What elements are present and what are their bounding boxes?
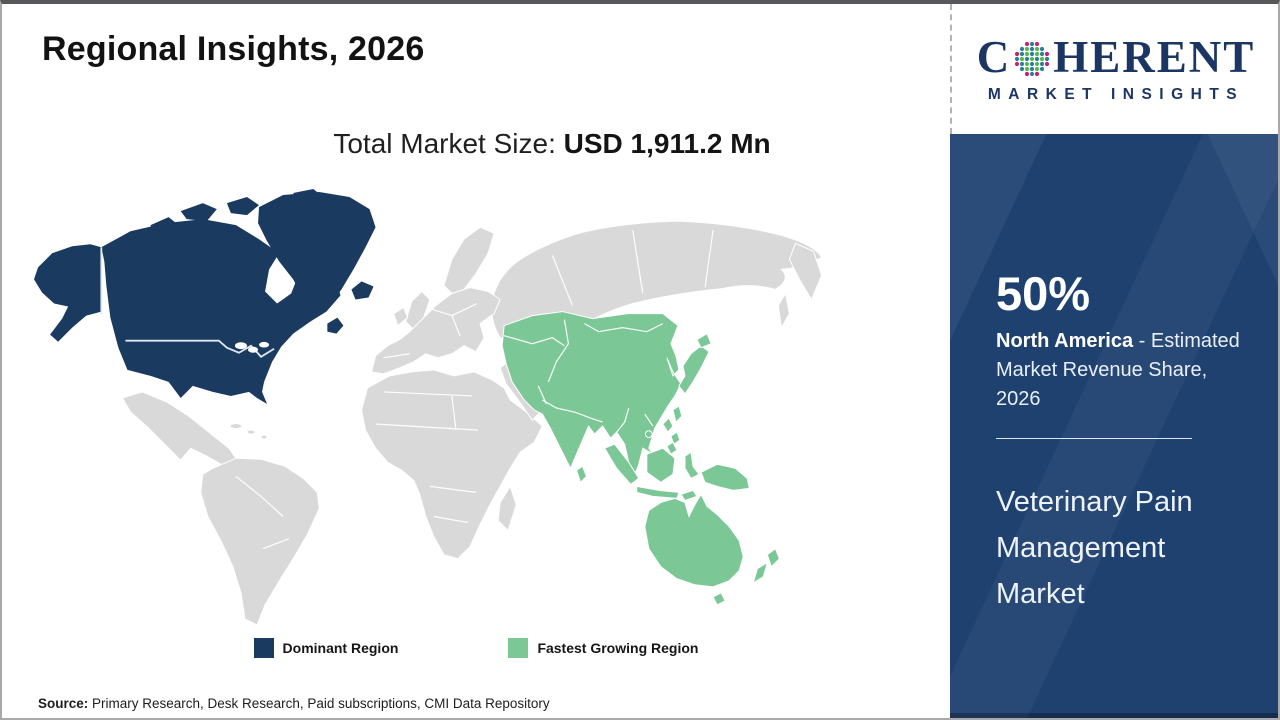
us-canada-border <box>125 339 275 358</box>
philippines-shape <box>662 417 674 433</box>
south-america-shape <box>200 457 320 626</box>
mexico-central-america-shape <box>121 391 240 467</box>
timor-shape <box>680 489 698 502</box>
market-name: Veterinary Pain Management Market <box>996 486 1193 610</box>
legend-item-dominant: Dominant Region <box>253 638 399 658</box>
logo-wordmark: C HERENT <box>976 31 1256 82</box>
map-legend: Dominant Region Fastest Growing Region <box>2 638 950 658</box>
iceland-shape <box>351 281 374 300</box>
dominant-region-swatch <box>253 638 274 658</box>
philippines-shape <box>670 431 681 445</box>
canada-usa-shape <box>101 219 341 404</box>
logo-letter-c: C <box>976 31 1012 82</box>
arctic-island-shape <box>226 197 260 216</box>
dominant-region-label: Dominant Region <box>282 640 399 656</box>
stat-region-desc: - Estimated Market Revenue Share, 2026 <box>996 330 1240 410</box>
java-shape <box>636 485 680 499</box>
fastest-region-label: Fastest Growing Region <box>537 640 699 656</box>
great-lakes <box>234 341 270 353</box>
hokkaido-shape <box>696 332 712 349</box>
philippines-shape <box>666 441 678 455</box>
landmass-other <box>121 220 823 626</box>
region-dominant-north-america <box>34 189 376 404</box>
australia-shape <box>644 493 744 588</box>
ireland-shape <box>393 306 409 327</box>
stat-description: North America - Estimated Market Revenue… <box>996 327 1254 414</box>
main-area: Regional Insights, 2026 Total Market Siz… <box>2 4 950 718</box>
victoria-island-shape <box>180 203 217 222</box>
arctic-island-shape <box>150 217 179 236</box>
country-borders-fastest <box>503 319 664 433</box>
new-zealand-north-shape <box>766 547 780 568</box>
dotted-globe-icon <box>1015 41 1050 77</box>
caribbean-island-shape <box>246 429 256 435</box>
japan-shape <box>678 345 710 395</box>
panel-divider <box>996 438 1192 439</box>
source-label: Source: <box>38 696 89 711</box>
region-fastest-asia-pacific <box>501 311 780 606</box>
taiwan-shape <box>672 405 683 424</box>
madagascar-shape <box>497 485 517 532</box>
arctic-island-shape <box>208 225 235 242</box>
country-borders-other <box>235 230 714 550</box>
hainan-shape <box>644 430 653 439</box>
kamchatka-shape <box>788 242 823 301</box>
asia-mainland-shape <box>501 311 682 483</box>
fastest-region-swatch <box>508 638 529 658</box>
new-guinea-shape <box>700 463 750 491</box>
alaska-shape <box>34 244 102 342</box>
logo-letters-rest: HERENT <box>1053 31 1256 82</box>
sakhalin-shape <box>777 292 790 330</box>
sumatra-shape <box>603 443 640 486</box>
source-line: Source: Primary Research, Desk Research,… <box>38 696 550 711</box>
banks-island-shape <box>176 229 197 246</box>
total-market-size-label: Total Market Size: <box>333 128 564 159</box>
sri-lanka-shape <box>575 465 588 484</box>
cuba-shape <box>229 423 243 430</box>
borders-dominant <box>100 247 275 358</box>
stat-value: 50% <box>996 267 1091 320</box>
legend-item-fastest: Fastest Growing Region <box>508 638 698 658</box>
africa-shape <box>360 369 543 560</box>
source-text: Primary Research, Desk Research, Paid su… <box>88 696 550 711</box>
newfoundland-shape <box>327 317 344 334</box>
caribbean-island-shape <box>260 434 268 440</box>
page-title: Regional Insights, 2026 <box>42 30 425 68</box>
ellesmere-island-shape <box>293 189 324 206</box>
logo-tagline: MARKET INSIGHTS <box>987 85 1245 103</box>
total-market-size-value: USD 1,911.2 Mn <box>563 128 771 159</box>
new-zealand-south-shape <box>752 561 769 584</box>
brand-logo: C HERENT MARKET INSIGHTS <box>950 4 1278 134</box>
sulawesi-shape <box>684 451 700 479</box>
stat-region-name: North America <box>996 330 1134 352</box>
tasmania-shape <box>712 592 726 606</box>
total-market-size: Total Market Size: USD 1,911.2 Mn <box>152 128 952 160</box>
highlight-panel: 50% North America - Estimated Market Rev… <box>950 134 1278 718</box>
scandinavia-shape <box>443 226 495 295</box>
world-map <box>30 184 914 628</box>
europe-shape <box>370 286 501 375</box>
baffin-island-shape <box>269 207 300 230</box>
borneo-shape <box>646 447 676 483</box>
sidebar: C HERENT MARKET INSIGHTS 50% <box>950 4 1278 718</box>
